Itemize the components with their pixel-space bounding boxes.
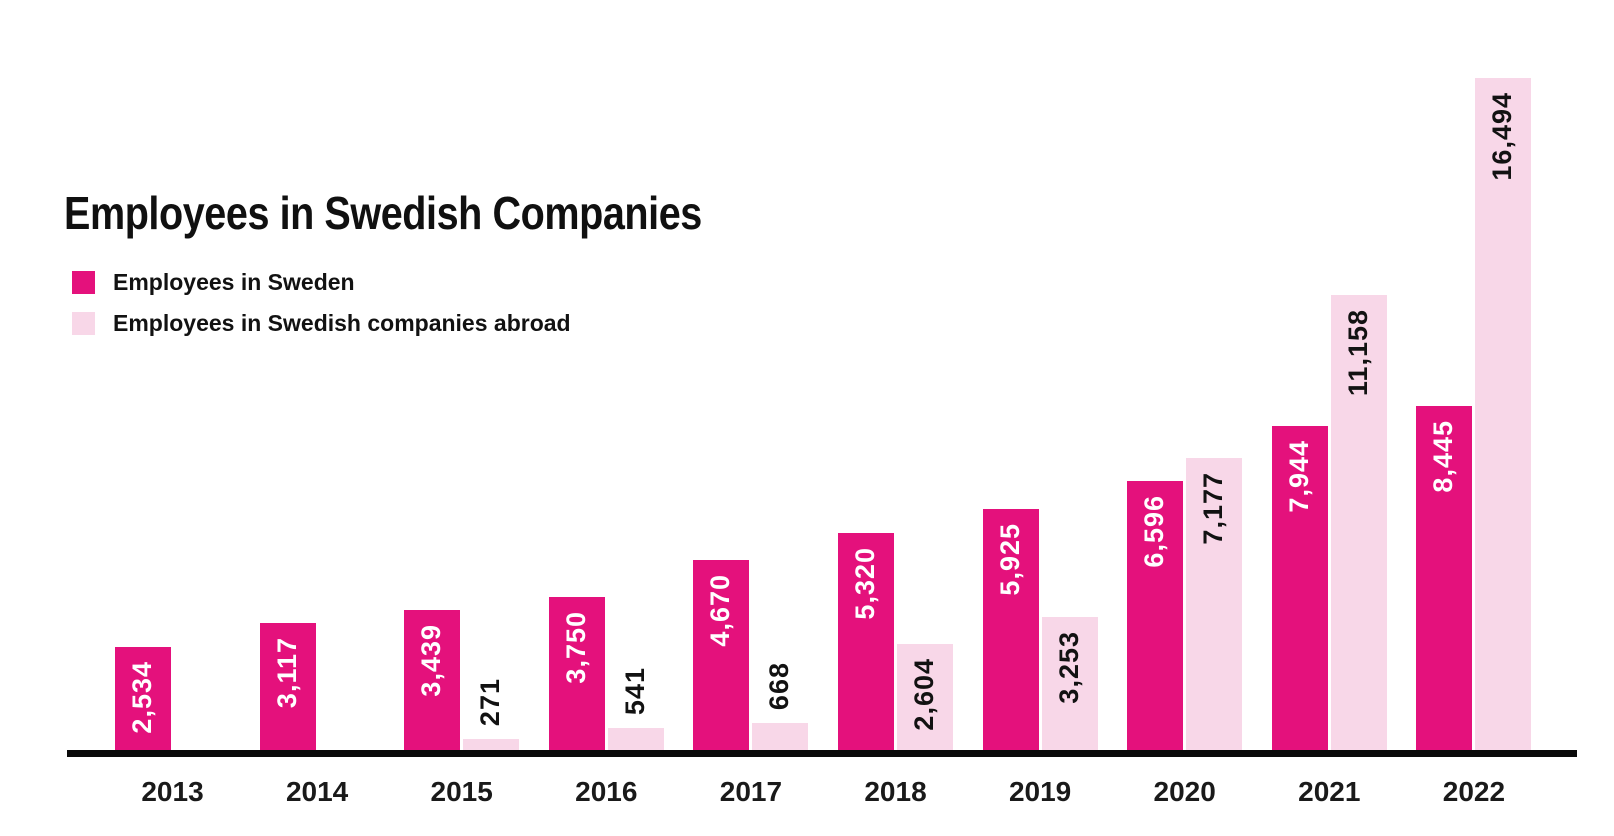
x-axis-label-2014: 2014 bbox=[285, 776, 349, 807]
bar-sweden-2014: 3,117 bbox=[259, 623, 316, 750]
bar-value-label: 668 bbox=[764, 661, 795, 710]
x-axis-label-2013: 2013 bbox=[141, 776, 204, 807]
bar-sweden-2021: 7,944 bbox=[1271, 426, 1328, 750]
x-axis-label-2015: 2015 bbox=[430, 776, 493, 807]
legend-label-abroad: Employees in Swedish companies abroad bbox=[113, 309, 571, 336]
bar-value-label: 6,596 bbox=[1139, 495, 1170, 568]
bar-value-label: 271 bbox=[475, 677, 506, 726]
bar-sweden-2013: 2,534 bbox=[115, 647, 171, 750]
bar-value-label: 4,670 bbox=[705, 574, 736, 647]
bar-value-label: 7,944 bbox=[1283, 440, 1314, 513]
bar-value-label: 3,117 bbox=[271, 637, 302, 709]
bar-abroad-2022: 16,494 bbox=[1475, 78, 1532, 750]
bar-sweden-2017: 4,670 bbox=[693, 560, 750, 750]
bar-value-label: 3,750 bbox=[560, 611, 591, 684]
bar-value-label: 8,445 bbox=[1428, 420, 1459, 493]
bar-value-label: 7,177 bbox=[1198, 472, 1229, 545]
legend-swatch-sweden bbox=[72, 270, 95, 294]
bar-abroad-2019: 3,253 bbox=[1041, 617, 1098, 750]
bar-sweden-2015: 3,439 bbox=[404, 610, 461, 750]
bar-value-label: 541 bbox=[619, 666, 650, 715]
x-axis-label-2017: 2017 bbox=[719, 776, 783, 807]
bar-value-label: 16,494 bbox=[1487, 92, 1518, 181]
bar-value-label: 2,604 bbox=[909, 658, 940, 731]
x-axis-label-2022: 2022 bbox=[1442, 776, 1506, 807]
bar-sweden-2016: 3,750 bbox=[548, 597, 605, 750]
x-axis-label-2019: 2019 bbox=[1008, 776, 1072, 807]
x-axis-label-2021: 2021 bbox=[1298, 776, 1361, 807]
bar-abroad-2020: 7,177 bbox=[1186, 458, 1243, 750]
bar-abroad-2015 bbox=[463, 739, 520, 750]
bar-value-label: 2,534 bbox=[127, 661, 158, 734]
legend-item-abroad: Employees in Swedish companies abroad bbox=[72, 309, 571, 336]
legend: Employees in Sweden Employees in Swedish… bbox=[72, 268, 571, 336]
chart-title: Employees in Swedish Companies bbox=[64, 187, 702, 239]
bar-sweden-2018: 5,320 bbox=[838, 533, 894, 750]
bar-value-label: 5,925 bbox=[994, 523, 1025, 596]
bar-abroad-2021: 11,158 bbox=[1330, 295, 1387, 750]
bar-sweden-2019: 5,925 bbox=[982, 509, 1039, 750]
x-axis-label-2016: 2016 bbox=[575, 776, 638, 807]
legend-swatch-abroad bbox=[72, 311, 95, 335]
bar-sweden-2020: 6,596 bbox=[1127, 481, 1184, 750]
bar-abroad-2016 bbox=[607, 728, 664, 750]
bar-value-label: 3,253 bbox=[1053, 631, 1084, 704]
x-axis-label-2018: 2018 bbox=[864, 776, 927, 807]
bar-value-label: 5,320 bbox=[850, 547, 881, 620]
x-axis-label-2020: 2020 bbox=[1153, 776, 1216, 807]
bar-abroad-2017 bbox=[752, 723, 809, 750]
x-axis-line bbox=[67, 750, 1577, 757]
legend-item-sweden: Employees in Sweden bbox=[72, 268, 571, 295]
bar-sweden-2022: 8,445 bbox=[1416, 406, 1473, 750]
bar-value-label: 3,439 bbox=[416, 624, 447, 697]
legend-label-sweden: Employees in Sweden bbox=[113, 268, 355, 295]
bar-abroad-2018: 2,604 bbox=[897, 644, 953, 750]
bar-value-label: 11,158 bbox=[1342, 309, 1373, 397]
